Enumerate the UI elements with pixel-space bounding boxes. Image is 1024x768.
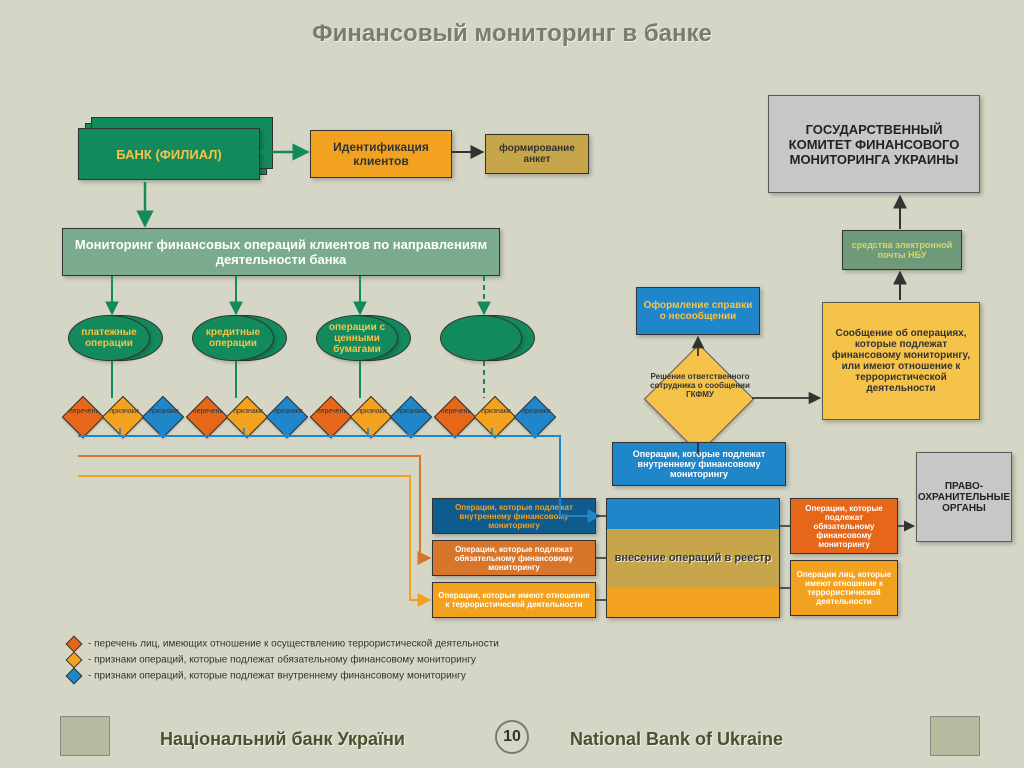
legend-item: - признаки операций, которые подлежат об… [88,655,476,666]
footer-right: National Bank of Ukraine [570,729,783,750]
label: внесение операций в реестр [615,552,772,564]
node-op3: операции с ценными бумагами [316,315,398,361]
logo-right [930,716,980,756]
node-ident: Идентификация клиентов [310,130,452,178]
node-oblig: Операции, которые подлежат обязательному… [432,540,596,576]
node-monitor: Мониторинг финансовых операций клиентов … [62,228,500,276]
diamond-label: признаки [226,408,270,415]
label: Операции, которые подлежат внутреннему ф… [437,503,591,530]
decision-diamond [226,396,268,438]
node-mail: средства электронной почты НБУ [842,230,962,270]
label: Идентификация клиентов [315,140,447,168]
footer-left: Національний банк України [160,729,405,750]
node-committee: ГОСУДАРСТВЕННЫЙ КОМИТЕТ ФИНАНСОВОГО МОНИ… [768,95,980,193]
diamond-label: признаки [390,408,434,415]
node-msg: Сообщение об операциях, которые подлежат… [822,302,980,420]
decision-diamond [102,396,144,438]
decision-diamond [310,396,352,438]
label: операции с ценными бумагами [317,322,397,355]
label: Операции, которые подлежат внутреннему ф… [617,449,781,479]
legend-item: - перечень лиц, имеющих отношение к осущ… [88,639,499,650]
label: ГОСУДАРСТВЕННЫЙ КОМИТЕТ ФИНАНСОВОГО МОНИ… [773,122,975,167]
decision-diamond [142,396,184,438]
node-op4 [440,315,522,361]
node-bank-label: БАНК (ФИЛИАЛ) [116,147,221,162]
label: кредитные операции [193,327,273,349]
node-op1: платежные операции [68,315,150,361]
node-op2: кредитные операции [192,315,274,361]
label: Сообщение об операциях, которые подлежат… [827,328,975,394]
decision-diamond [266,396,308,438]
label: средства электронной почты НБУ [847,240,957,260]
label: формирование анкет [490,143,584,165]
node-registry: внесение операций в реестр [606,498,780,618]
label: Операции, которые подлежат обязательному… [795,504,893,549]
node-spravka: Оформление справки о несообщении [636,287,760,335]
label: Мониторинг финансовых операций клиентов … [67,237,495,267]
legend-item: - признаки операций, которые подлежат вн… [88,671,466,682]
label: Операции, которые имеют отношение к терр… [437,591,591,609]
node-bank: БАНК (ФИЛИАЛ) [78,128,260,180]
diamond-label: перечень [62,408,106,415]
diamond-label: перечень [434,408,478,415]
slide-title: Финансовый мониторинг в банке [0,20,1024,48]
label: платежные операции [69,327,149,349]
node-law: ПРАВО-ОХРАНИТЕЛЬНЫЕ ОРГАНЫ [916,452,1012,542]
node-oblig2: Операции, которые подлежат обязательному… [790,498,898,554]
node-decision: Решение ответственного сотрудника о сооб… [644,344,754,454]
decision-diamond [186,396,228,438]
decision-diamond [474,396,516,438]
node-terror: Операции, которые имеют отношение к терр… [432,582,596,618]
logo-left [60,716,110,756]
decision-diamond [434,396,476,438]
diamond-label: признаки [350,408,394,415]
decision-diamond [62,396,104,438]
diamond-label: признаки [142,408,186,415]
label: ПРАВО-ОХРАНИТЕЛЬНЫЕ ОРГАНЫ [918,481,1010,514]
node-vnut-blue: Операции, которые подлежат внутреннему ф… [612,442,786,486]
label: Оформление справки о несообщении [641,300,755,322]
page-number: 10 [495,720,529,754]
diamond-label: признаки [474,408,518,415]
decision-diamond [350,396,392,438]
label: Операции, которые подлежат обязательному… [437,545,591,572]
node-vnut-blue2: Операции, которые подлежат внутреннему ф… [432,498,596,534]
diamond-label: признаки [514,408,558,415]
diamond-label: признаки [266,408,310,415]
legend: - перечень лиц, имеющих отношение к осущ… [68,638,499,682]
decision-diamond [514,396,556,438]
decision-diamond [390,396,432,438]
node-terror2: Операции лиц, которые имеют отношение к … [790,560,898,616]
diamond-label: перечень [310,408,354,415]
diamond-label: перечень [186,408,230,415]
node-anket: формирование анкет [485,134,589,174]
diamond-label: признаки [102,408,146,415]
label: Операции лиц, которые имеют отношение к … [795,570,893,606]
